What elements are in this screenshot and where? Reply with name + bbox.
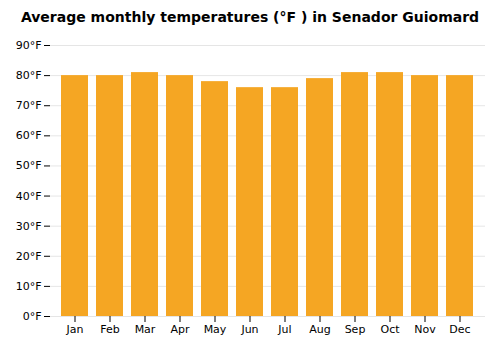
svg-text:Sep: Sep	[345, 323, 366, 336]
svg-text:40°F: 40°F	[16, 190, 42, 203]
svg-text:50°F: 50°F	[16, 159, 42, 172]
svg-text:Apr: Apr	[170, 323, 190, 336]
svg-text:90°F: 90°F	[16, 39, 42, 52]
svg-text:70°F: 70°F	[16, 99, 42, 112]
svg-text:Feb: Feb	[100, 323, 119, 336]
svg-text:Aug: Aug	[309, 323, 330, 336]
svg-text:10°F: 10°F	[16, 280, 42, 293]
svg-text:Jul: Jul	[277, 323, 291, 336]
svg-text:Jan: Jan	[66, 323, 84, 336]
svg-text:60°F: 60°F	[16, 129, 42, 142]
svg-text:0°F: 0°F	[23, 310, 42, 323]
svg-text:Jun: Jun	[240, 323, 258, 336]
svg-text:Oct: Oct	[380, 323, 400, 336]
svg-text:Mar: Mar	[135, 323, 156, 336]
html-text:Average monthly temperatures (: Average monthly temperatures (°F ) in Se…	[20, 9, 480, 25]
svg-text:30°F: 30°F	[16, 220, 42, 233]
svg-text:80°F: 80°F	[16, 69, 42, 82]
svg-text:20°F: 20°F	[16, 250, 42, 263]
svg-text:Dec: Dec	[449, 323, 470, 336]
svg-text:May: May	[204, 323, 227, 336]
svg-text:Nov: Nov	[414, 323, 436, 336]
